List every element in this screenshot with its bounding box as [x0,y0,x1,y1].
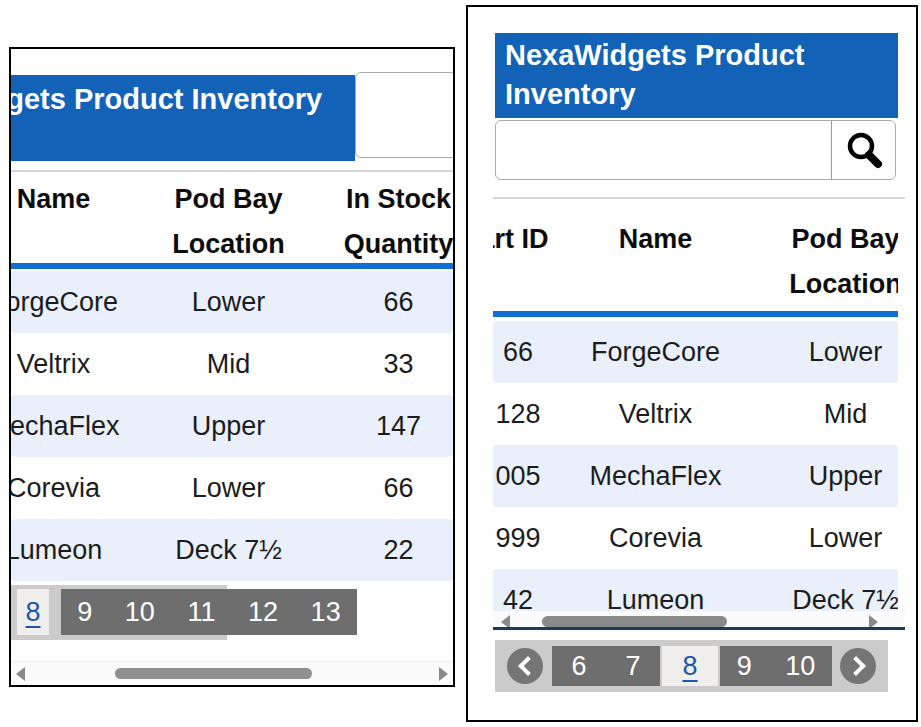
column-header-name[interactable]: Name [533,217,778,262]
table-row: Veltrix Mid 33 [11,333,453,395]
column-header-in-stock-quantity[interactable]: In Stock Quantity [326,177,455,267]
table-row: ForgeCore Lower 66 [11,271,453,333]
cell-pod-bay-location: Upper [151,395,306,457]
search-input[interactable] [356,73,455,157]
cell-pod-bay-location: Deck 7½ [151,519,306,581]
pagination-top-border [493,627,905,630]
current-page-number: 8 [25,597,40,627]
magnifier-icon [844,130,884,170]
cell-name: Veltrix [533,383,778,445]
cell-name: Veltrix [9,333,171,395]
column-header-name[interactable]: Name [9,177,171,222]
column-header-pod-bay-location[interactable]: Pod Bay Location [768,217,898,307]
page-button[interactable]: 9 [737,651,752,682]
cell-in-stock-quantity: 147 [326,395,455,457]
pagination-current-page[interactable]: 8 [662,646,718,686]
page-button[interactable]: 10 [125,597,155,628]
cell-pod-bay-location: Lower [151,271,306,333]
header-underline [9,263,455,269]
page-button[interactable]: 9 [77,597,92,628]
panel-header: NexaWidgets Product Inventory [9,75,355,161]
search-input[interactable] [496,121,832,179]
pagination-pages: 9 10 11 12 13 [61,589,357,635]
search-box [495,120,896,180]
cell-name: Lumeon [9,519,171,581]
search-button[interactable] [833,121,895,179]
divider [9,170,455,172]
pagination-pages: 6 7 [552,646,660,686]
cell-name: MechaFlex [9,395,171,457]
search-separator [831,121,832,179]
table-row: 66 ForgeCore Lower [493,321,898,383]
pagination-current-page[interactable]: 8 [17,589,49,635]
cell-in-stock-quantity: 33 [326,333,455,395]
cell-name: Corevia [533,507,778,569]
cell-name: ForgeCore [533,321,778,383]
cell-in-stock-quantity: 66 [326,271,455,333]
table-row: 999 Corevia Lower [493,507,898,569]
panel-header: NexaWidgets Product Inventory [495,33,898,118]
table-row: Corevia Lower 66 [11,457,453,519]
pagination-pages: 9 10 [720,646,832,686]
cell-pod-bay-location: Lower [768,507,898,569]
cell-name: MechaFlex [533,445,778,507]
previous-page-button[interactable] [507,648,543,684]
cell-pod-bay-location: Mid [768,383,898,445]
page-title: NexaWidgets Product Inventory [9,80,322,119]
inventory-panel-wide: NexaWidgets Product Inventory Name Pod B… [9,47,455,687]
page-title: NexaWidgets Product Inventory [505,36,890,114]
cell-name: ForgeCore [9,271,171,333]
horizontal-scrollbar[interactable] [11,661,453,686]
page-button[interactable]: 11 [187,597,215,628]
header-underline [493,311,898,317]
scrollbar-thumb[interactable] [115,668,312,679]
pagination-bar: 6 7 8 9 10 [495,640,888,692]
cell-pod-bay-location: Upper [768,445,898,507]
table-scroll-viewport: Part ID Name Pod Bay Location 66 ForgeCo… [493,203,898,628]
cell-name: Corevia [9,457,171,519]
table-body: ForgeCore Lower 66 Veltrix Mid 33 MechaF… [11,271,453,581]
scrollbar-thumb[interactable] [542,616,727,627]
page-button[interactable]: 13 [311,597,341,628]
page-button[interactable]: 7 [625,651,640,682]
inventory-panel-narrow: NexaWidgets Product Inventory Part ID Na… [466,5,918,722]
column-header-pod-bay-location[interactable]: Pod Bay Location [151,177,306,267]
chevron-left-icon [518,656,538,676]
table-row: Lumeon Deck 7½ 22 [11,519,453,581]
page-button[interactable]: 6 [571,651,586,682]
next-page-button[interactable] [840,648,876,684]
page-button[interactable]: 12 [248,597,278,628]
table-row: 128 Veltrix Mid [493,383,898,445]
scroll-right-arrow-icon[interactable] [439,667,448,681]
divider [493,197,905,199]
scroll-left-arrow-icon[interactable] [16,667,25,681]
current-page-number: 8 [682,651,697,681]
table-row: MechaFlex Upper 147 [11,395,453,457]
cell-pod-bay-location: Lower [151,457,306,519]
page-button[interactable]: 10 [785,651,815,682]
cell-in-stock-quantity: 66 [326,457,455,519]
cell-pod-bay-location: Mid [151,333,306,395]
table-row: 005 MechaFlex Upper [493,445,898,507]
cell-in-stock-quantity: 22 [326,519,455,581]
chevron-right-icon [846,656,866,676]
search-box [355,72,455,158]
cell-pod-bay-location: Lower [768,321,898,383]
